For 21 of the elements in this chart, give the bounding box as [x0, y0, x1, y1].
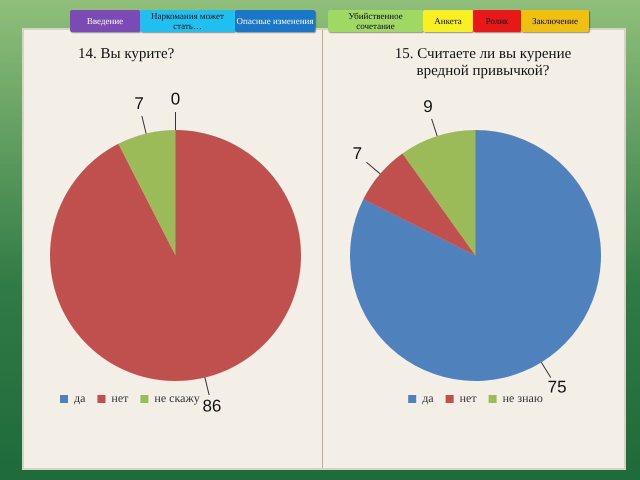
text: Ролик: [473, 10, 521, 32]
legend-label: не знаю: [502, 391, 543, 406]
text: Убийственное сочетание: [328, 10, 423, 32]
chart-title: 15. Считаете ли вы курение вредной привычкой?: [394, 46, 572, 80]
legend-label: нет: [111, 391, 130, 406]
data-label: 86: [202, 396, 222, 416]
legend-label: нет: [460, 391, 478, 406]
text: Наркомания может стать…: [140, 10, 235, 32]
text: Введение: [70, 10, 140, 32]
chart-title: 14. Вы курите?: [78, 46, 176, 63]
data-label: 7: [352, 144, 362, 164]
legend-label: не скажу: [154, 391, 200, 406]
text: Опасные изменения: [235, 10, 315, 32]
text: 0: [170, 90, 180, 109]
text: Анкета: [423, 10, 473, 32]
data-label: 9: [423, 97, 433, 116]
data-label: 7: [134, 94, 144, 114]
data-label: 75: [548, 378, 567, 397]
legend-label: да: [422, 391, 434, 406]
legend-label: да: [74, 391, 86, 406]
text: Заключение: [521, 10, 589, 32]
